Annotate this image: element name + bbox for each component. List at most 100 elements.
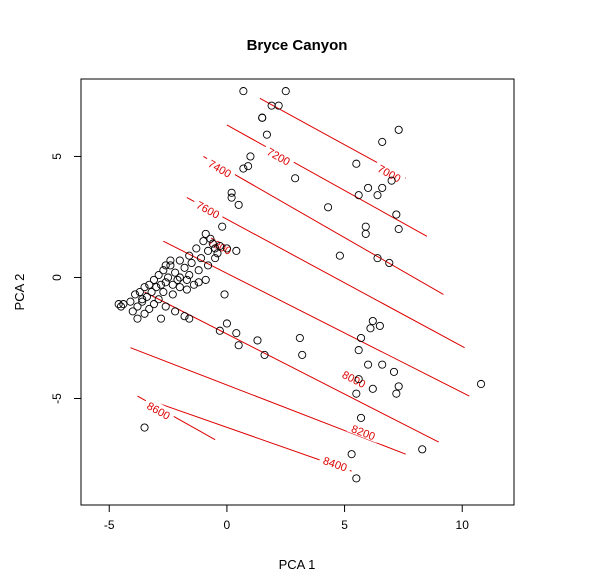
- data-point: [192, 244, 201, 253]
- contour-label-8200: 8200: [349, 423, 376, 443]
- contour-label-8600: 8600: [145, 400, 172, 422]
- data-point: [368, 384, 377, 393]
- data-point: [378, 183, 387, 192]
- data-point: [222, 319, 231, 328]
- x-axis-label: PCA 1: [279, 557, 316, 572]
- data-point: [180, 263, 189, 272]
- data-point: [152, 283, 161, 292]
- data-point: [291, 174, 300, 183]
- data-point: [295, 333, 304, 343]
- contour-line-8400: [151, 400, 352, 472]
- data-point: [356, 413, 366, 422]
- data-point: [298, 350, 307, 359]
- data-point: [189, 280, 199, 289]
- contour-label-gap: [191, 195, 226, 222]
- data-point: [477, 379, 486, 389]
- data-point: [368, 316, 377, 326]
- data-point: [154, 295, 163, 304]
- data-point: [378, 360, 387, 369]
- data-point: [347, 450, 356, 459]
- data-point: [389, 367, 399, 376]
- data-point: [168, 280, 177, 289]
- contour-label-gap: [142, 396, 177, 423]
- contour-line-7800: [163, 240, 470, 397]
- data-point: [232, 329, 241, 338]
- data-point: [354, 375, 363, 384]
- data-point: [324, 203, 333, 212]
- data-point: [262, 130, 271, 139]
- data-point: [185, 314, 194, 323]
- data-point: [232, 246, 241, 255]
- data-point: [392, 210, 401, 219]
- contour-line-7200: [226, 124, 428, 237]
- data-point: [175, 256, 184, 265]
- data-points: [114, 87, 486, 483]
- data-point: [394, 225, 403, 234]
- data-point: [201, 275, 210, 284]
- data-point: [211, 244, 220, 253]
- data-point: [258, 113, 267, 122]
- data-point: [171, 307, 180, 316]
- data-point: [185, 271, 194, 280]
- data-point: [375, 321, 384, 330]
- data-point: [220, 290, 229, 299]
- data-point: [182, 275, 191, 284]
- data-point: [239, 87, 248, 96]
- contour-label-8400: 8400: [321, 455, 348, 474]
- data-point: [239, 164, 248, 173]
- y-axis-label: PCA 2: [12, 274, 27, 311]
- data-point: [373, 191, 382, 200]
- data-point: [175, 283, 184, 292]
- contour-label-gap: [318, 451, 353, 474]
- data-point: [211, 254, 220, 263]
- data-point: [182, 285, 191, 294]
- data-point: [135, 287, 144, 297]
- data-point: [204, 261, 213, 270]
- data-point: [166, 261, 175, 270]
- data-point: [352, 159, 361, 168]
- data-point: [215, 241, 224, 251]
- data-point: [234, 200, 243, 209]
- data-point: [194, 266, 203, 275]
- data-point: [394, 382, 403, 391]
- data-point: [253, 336, 262, 345]
- data-point: [159, 266, 168, 275]
- data-point: [354, 191, 363, 200]
- data-point: [215, 326, 224, 335]
- data-point: [173, 275, 182, 284]
- data-point: [260, 350, 269, 359]
- data-point: [168, 290, 177, 299]
- y-tick-label: -5: [50, 393, 64, 404]
- data-point: [154, 271, 163, 280]
- x-tick-label: 10: [456, 518, 470, 532]
- contour-label-7600: 7600: [194, 199, 221, 221]
- data-point: [201, 229, 210, 238]
- data-point: [187, 258, 196, 268]
- data-point: [373, 254, 382, 263]
- data-point: [142, 292, 151, 301]
- data-point: [281, 87, 290, 96]
- data-point: [171, 268, 180, 277]
- data-point: [244, 162, 253, 171]
- contour-label-gap: [346, 420, 381, 443]
- data-point: [387, 176, 396, 185]
- x-tick-label: 5: [341, 518, 348, 532]
- data-point: [366, 324, 375, 333]
- data-point: [213, 249, 222, 258]
- data-point: [140, 309, 149, 318]
- data-point: [164, 273, 173, 282]
- x-tick-label: -5: [104, 518, 115, 532]
- contour-label-8000: 8000: [340, 369, 367, 391]
- contour-label-gap: [203, 154, 238, 181]
- data-point: [149, 275, 159, 284]
- data-point: [149, 300, 159, 309]
- contour-label-gap: [337, 365, 372, 391]
- x-tick-label: 0: [224, 518, 231, 532]
- data-point: [356, 333, 366, 343]
- y-axis: -5 0 5: [50, 153, 81, 404]
- contour-label-gap: [262, 142, 297, 169]
- contour-line-7400: [203, 156, 444, 295]
- contour-line-7600: [186, 197, 465, 349]
- contour-label-gap: [372, 159, 407, 186]
